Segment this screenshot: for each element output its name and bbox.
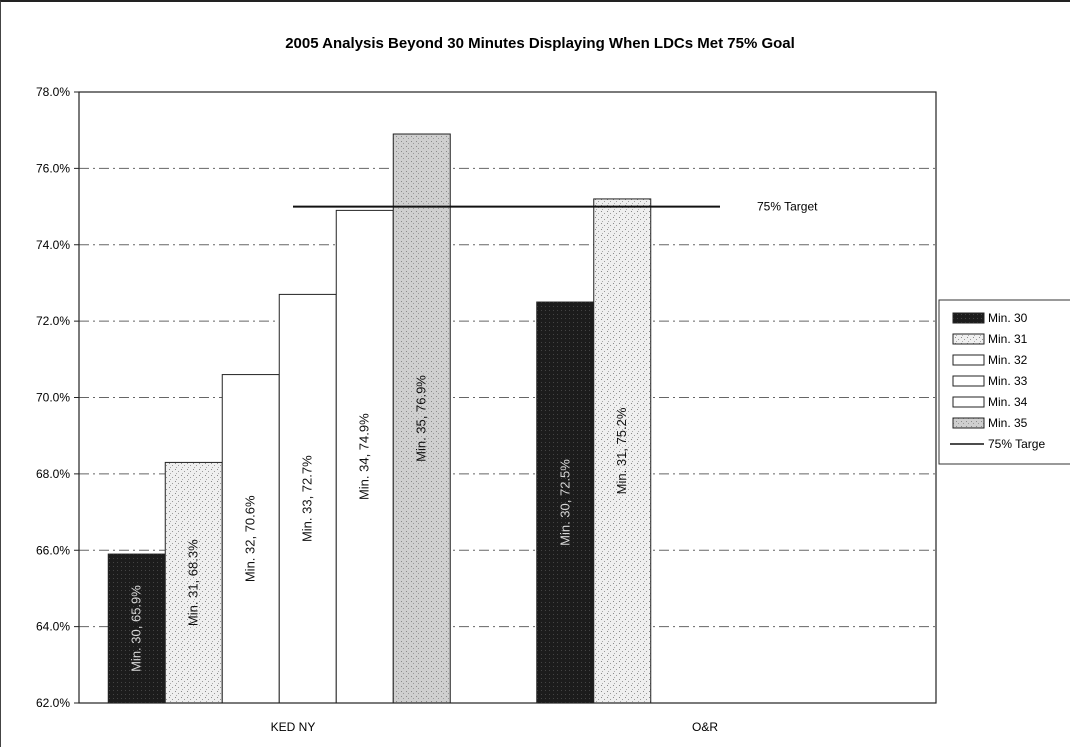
- x-category-label: O&R: [692, 720, 718, 734]
- y-tick-label: 72.0%: [36, 314, 70, 328]
- gridlines: [79, 167, 936, 628]
- legend-swatch: [952, 333, 985, 345]
- target-line-label: 75% Target: [757, 200, 818, 214]
- y-tick-label: 68.0%: [36, 467, 70, 481]
- bar-data-label: Min. 35, 76.9%: [414, 375, 429, 462]
- bar-data-label: Min. 32, 70.6%: [243, 495, 258, 582]
- legend-swatch: [952, 354, 985, 366]
- bar: [593, 198, 652, 704]
- bar: [278, 293, 337, 704]
- bar-data-label: Min. 31, 68.3%: [186, 539, 201, 626]
- bars: [107, 133, 652, 704]
- legend-swatch: [952, 417, 985, 429]
- legend-label: Min. 33: [988, 374, 1028, 388]
- legend: Min. 30 Min. 31 Min. 32 Min. 33 Min. 34 Min. …: [938, 299, 1070, 465]
- bar-data-label: Min. 34, 74.9%: [357, 413, 372, 500]
- legend-swatch: [952, 396, 985, 408]
- bar-data-label: Min. 33, 72.7%: [300, 455, 315, 542]
- bar: [335, 209, 394, 704]
- y-tick-label: 70.0%: [36, 391, 70, 405]
- y-tick-label: 62.0%: [36, 696, 70, 710]
- plot-area-border: [78, 91, 937, 704]
- y-axis-ticks: 62.0% 64.0% 66.0% 68.0% 70.0% 72.0% 74.0% 76.0%…: [36, 85, 79, 710]
- x-category-label: KED NY: [271, 720, 316, 734]
- x-axis-categories: KED NY O&R: [271, 720, 719, 734]
- bar-labels: Min. 30, 65.9% Min. 31, 68.3% Min. 32, 70.…: [129, 375, 630, 672]
- legend-label: Min. 31: [988, 332, 1028, 346]
- bar-data-label: Min. 30, 65.9%: [129, 585, 144, 672]
- legend-label: Min. 32: [988, 353, 1028, 367]
- legend-label: Min. 34: [988, 395, 1028, 409]
- y-tick-label: 66.0%: [36, 543, 70, 557]
- legend-label: Min. 30: [988, 311, 1028, 325]
- chart-title: 2005 Analysis Beyond 30 Minutes Displayi…: [285, 35, 795, 52]
- bar-data-label: Min. 31, 75.2%: [614, 407, 629, 494]
- target-line-group: 75% Target: [293, 200, 818, 214]
- bar-data-label: Min. 30, 72.5%: [557, 459, 572, 546]
- legend-label: Min. 35: [988, 416, 1028, 430]
- legend-swatch: [952, 312, 985, 324]
- bar: [392, 133, 451, 704]
- y-tick-label: 76.0%: [36, 161, 70, 175]
- y-tick-label: 78.0%: [36, 85, 70, 99]
- legend-label: 75% Targe: [988, 437, 1045, 451]
- y-tick-label: 64.0%: [36, 620, 70, 634]
- legend-swatch: [952, 375, 985, 387]
- y-tick-label: 74.0%: [36, 238, 70, 252]
